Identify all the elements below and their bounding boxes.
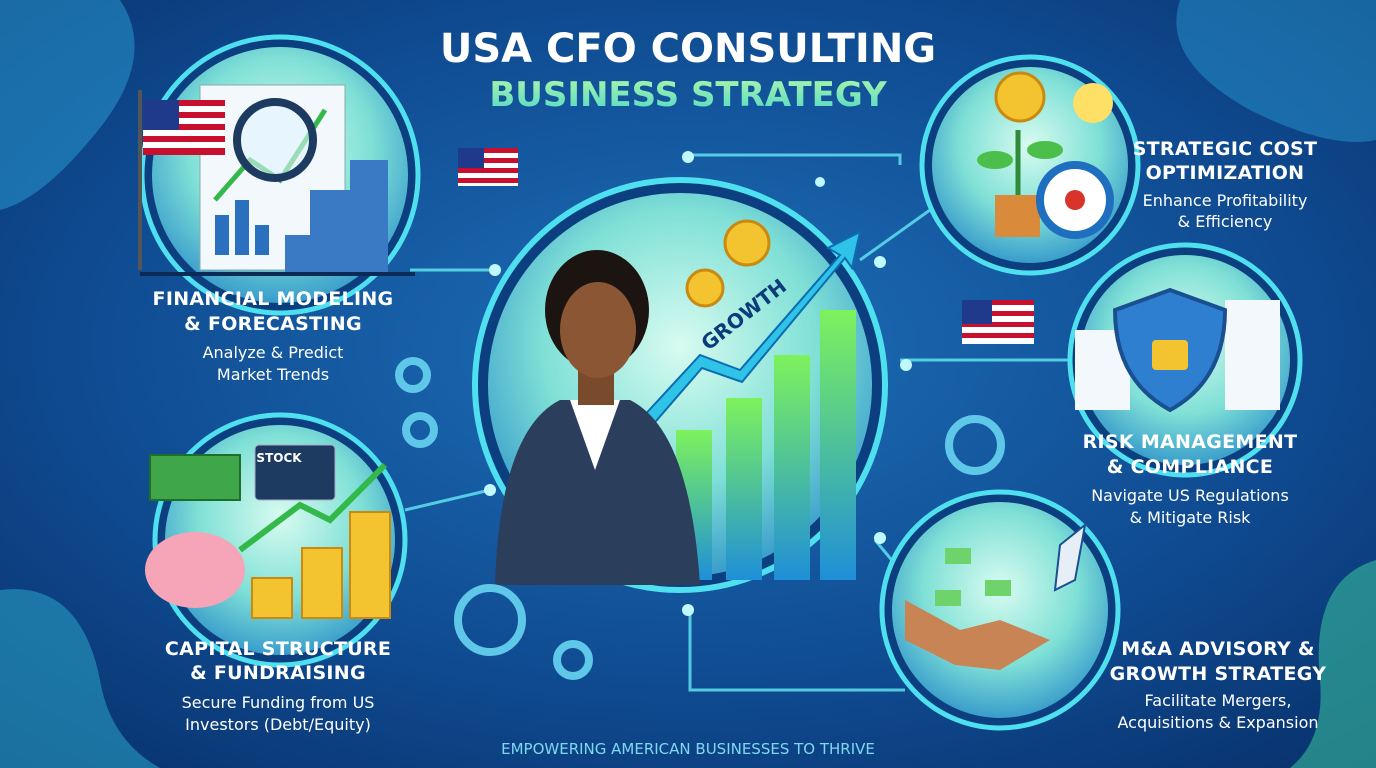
service-description: Navigate US Regulations [1091,486,1289,505]
lightbulb [1073,83,1113,123]
service-title: & FUNDRAISING [190,662,366,684]
flag [458,148,518,186]
blob [0,589,160,768]
stock-board [254,444,336,501]
service-title: & FORECASTING [184,313,362,335]
person [495,250,700,585]
magnifier [233,98,317,182]
coin-stacks [251,511,391,619]
service-title: RISK MANAGEMENT [1083,431,1298,453]
coin [994,71,1046,123]
piggy-bank [145,532,245,608]
service-description: Enhance Profitability [1143,191,1308,210]
subtitle: BUSINESS STRATEGY [489,75,887,115]
service-description: Acquisitions & Expansion [1117,713,1318,732]
growth-line [238,462,388,553]
pot [995,195,1040,237]
service-title: M&A ADVISORY & [1121,638,1315,660]
target-center [1065,190,1085,210]
service-description: Investors (Debt/Equity) [185,715,371,734]
title: USA CFO CONSULTING [440,26,936,72]
tagline: EMPOWERING AMERICAN BUSINESSES TO THRIVE [501,740,875,758]
service-description: Market Trends [217,365,329,384]
blob [0,0,135,210]
buildings [285,160,388,275]
flowchart [935,548,1011,606]
blob [1290,560,1376,768]
growth-arrow [638,230,862,430]
service-title: & COMPLIANCE [1107,456,1273,478]
blob [1176,0,1376,142]
coins [685,219,771,308]
service-title: STRATEGIC COST [1133,138,1318,160]
rocket [1053,522,1087,592]
flag [962,300,1034,344]
service-title: CAPITAL STRUCTURE [165,638,391,660]
service-description: & Efficiency [1178,212,1273,231]
board-label: STOCK [256,451,302,465]
service-title: GROWTH STRATEGY [1110,663,1327,685]
doc-bars [215,200,269,255]
document [1225,300,1280,410]
service-description: Secure Funding from US [182,693,375,712]
flag [138,90,225,270]
service-description: Analyze & Predict [203,343,344,362]
gears [395,357,1005,680]
service-description: Facilitate Mergers, [1145,691,1292,710]
cash [149,454,241,501]
handshake [905,600,1050,670]
leaf [1027,141,1063,159]
nodes [484,151,912,616]
service-description: & Mitigate Risk [1130,508,1252,527]
lock [1152,340,1188,370]
service-title: OPTIMIZATION [1146,162,1305,184]
leaf [977,151,1013,169]
service-title: FINANCIAL MODELING [153,288,394,310]
ledge [140,272,415,276]
service-texts: FINANCIAL MODELING & FORECASTING Analyze &… [153,138,1327,734]
